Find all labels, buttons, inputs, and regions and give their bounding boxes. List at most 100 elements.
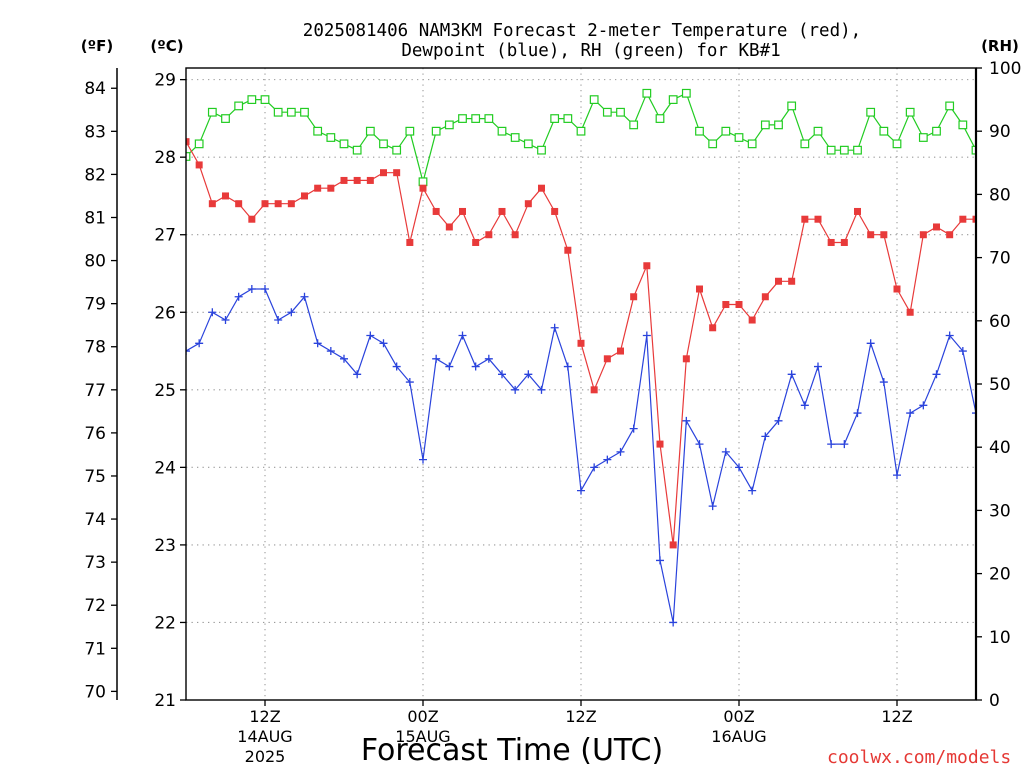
rh-point (971, 145, 976, 155)
rh-tick-label: 90 (989, 122, 1011, 142)
dewpoint-point (234, 292, 243, 301)
dewpoint-point (405, 378, 414, 387)
dewpoint-point (261, 285, 269, 294)
dewpoint-point (563, 362, 572, 371)
rh-point (418, 177, 428, 187)
source-credit: coolwx.com/models (827, 747, 1011, 768)
grid-layer (186, 68, 976, 700)
temperature-point (775, 277, 782, 285)
dewpoint-point (840, 440, 849, 449)
temperature-point (301, 192, 308, 200)
temperature-point (972, 215, 976, 223)
dewpoint-point (787, 370, 796, 379)
dewpoint-point (195, 339, 204, 348)
rh-point (853, 145, 862, 155)
celsius-tick-label: 22 (154, 613, 176, 633)
temperature-point (248, 215, 256, 223)
dewpoint-point (577, 486, 585, 495)
temperature-point (524, 200, 532, 208)
rh-point (313, 126, 323, 136)
temperature-point (261, 200, 269, 208)
dewpoint-point (932, 370, 941, 379)
dewpoint-point (893, 471, 901, 480)
dewpoint-point (590, 463, 599, 472)
dewpoint-point (682, 416, 691, 425)
dewpoint-point (366, 331, 375, 340)
temperature-point (235, 200, 243, 208)
temperature-point (419, 184, 427, 192)
dewpoint-point (208, 308, 217, 317)
fahrenheit-tick-label: 76 (84, 424, 106, 444)
dewpoint-point (445, 362, 454, 371)
temperature-point (827, 238, 835, 246)
rh-point (589, 95, 599, 105)
x-tick-label: 12Z (249, 707, 280, 726)
fahrenheit-tick-label: 75 (84, 467, 106, 487)
rh-point (550, 114, 560, 123)
dewpoint-point (656, 556, 664, 565)
dewpoint-point (866, 339, 875, 348)
dewpoint-point (353, 370, 362, 379)
temperature-point (511, 231, 519, 239)
dewpoint-point (379, 339, 388, 348)
rh-point (186, 152, 191, 161)
dewpoint-point (186, 347, 190, 356)
rh-point (405, 126, 415, 136)
rh-point (458, 114, 467, 123)
dewpoint-point (392, 362, 401, 371)
dewpoint-point (919, 401, 928, 410)
dewpoint-point (287, 308, 296, 317)
rh-point (431, 126, 441, 136)
temperature-point (814, 215, 822, 223)
temperature-point (472, 238, 480, 246)
rh-tick-label: 20 (989, 565, 1011, 585)
dewpoint-point (484, 354, 493, 363)
celsius-tick-label: 26 (154, 303, 176, 323)
rh-point (247, 95, 257, 105)
rh-point (905, 107, 915, 117)
dewpoint-point (603, 455, 612, 464)
rh-tick-label: 0 (989, 691, 1000, 711)
dewpoint-point (616, 447, 625, 456)
x-tick-label: 00Z (723, 707, 754, 726)
temperature-point (893, 285, 901, 293)
dewpoint-point (419, 455, 427, 464)
fahrenheit-tick-label: 83 (84, 122, 106, 142)
rh-point (918, 133, 928, 142)
rh-point (879, 126, 889, 136)
dewpoint-point (326, 347, 335, 356)
fahrenheit-tick-label: 73 (84, 553, 106, 573)
temperature-point (867, 231, 875, 239)
rh-point (194, 139, 204, 149)
temperature-point (327, 184, 335, 192)
dewpoint-point (498, 370, 506, 379)
temperature-point (946, 231, 954, 239)
celsius-tick-label: 21 (154, 691, 176, 711)
dewpoint-point (774, 416, 783, 425)
rh-point (655, 114, 665, 123)
dewpoint-point (800, 401, 809, 410)
dewpoint-point (695, 440, 704, 449)
x-axis-label: Forecast Time (UTC) (361, 733, 663, 768)
celsius-tick-label: 23 (154, 536, 176, 556)
temperature-point (933, 223, 940, 231)
dewpoint-point (300, 292, 309, 301)
dewpoint-point (761, 432, 770, 441)
rh-point (260, 95, 270, 105)
x-tick-label: 00Z (407, 707, 438, 726)
temperature-point (906, 308, 914, 316)
fahrenheit-tick-label: 80 (84, 252, 106, 272)
rh-point (695, 126, 704, 136)
temperature-point (590, 386, 598, 394)
temperature-point (722, 301, 730, 309)
temperature-point (577, 339, 585, 347)
temperature-point (186, 138, 190, 146)
rh-point (892, 139, 902, 149)
dewpoint-point (827, 440, 836, 449)
dewpoint-point (906, 409, 915, 418)
temperature-point (551, 207, 559, 215)
temperature-point (485, 231, 493, 239)
dewpoint-point (458, 331, 467, 340)
temperature-point (393, 169, 401, 177)
